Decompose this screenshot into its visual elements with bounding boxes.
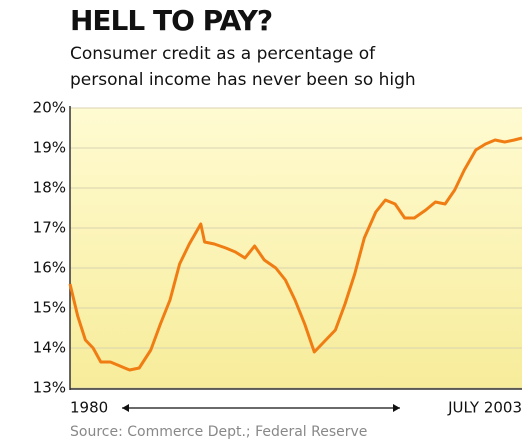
marks: [68, 136, 523, 372]
y-tick-label: 20%: [33, 99, 66, 117]
labels: 13% 14% 15% 16% 17% 18% 19% 20% 1980 JULY 2003: [33, 99, 522, 417]
y-tick-label: 13%: [33, 379, 66, 397]
y-tick-label: 17%: [33, 219, 66, 237]
y-tick-label: 16%: [33, 259, 66, 277]
y-tick-label: 19%: [33, 139, 66, 157]
x-tick-label: 1980: [70, 399, 108, 417]
line-series: [68, 136, 523, 372]
source: Source: Commerce Dept.; Federal Reserve: [70, 424, 367, 440]
y-tick-label: 15%: [33, 299, 66, 317]
subtitle: Consumer credit as a percentage of: [70, 44, 376, 64]
y-tick-label: 14%: [33, 339, 66, 357]
y-tick-label: 18%: [33, 179, 66, 197]
chart-title: HELL TO PAY?: [70, 4, 272, 37]
plot-area: [70, 108, 522, 388]
x-tick-label: JULY 2003: [447, 399, 522, 417]
grid: [70, 107, 522, 389]
subtitle: personal income has never been so high: [70, 70, 416, 90]
